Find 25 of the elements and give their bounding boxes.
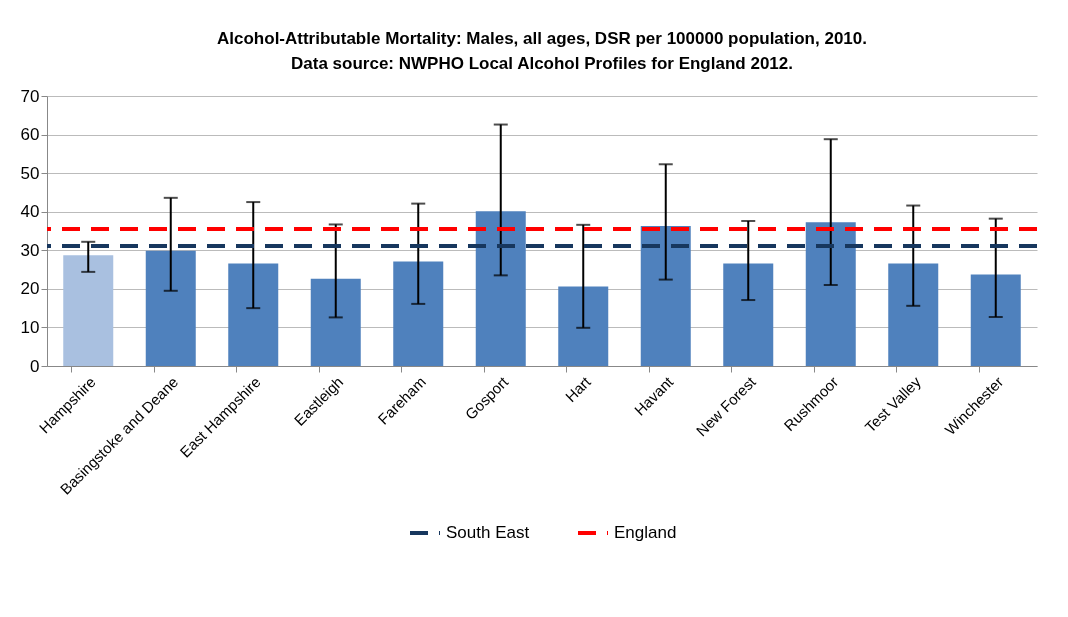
bar (640, 225, 691, 366)
bar (310, 278, 361, 366)
bar (145, 250, 196, 366)
y-tick-label: 30 (20, 240, 40, 260)
legend-label: England (614, 523, 677, 542)
y-tick-label: 50 (20, 163, 40, 183)
bar (63, 255, 114, 366)
y-tick-label: 0 (30, 356, 40, 376)
bar (228, 263, 279, 366)
chart-subtitle: Data source: NWPHO Local Alcohol Profiles for England 2012. (291, 54, 793, 73)
legend-label: South East (446, 523, 530, 542)
chart-title: Alcohol-Attributable Mortality: Males, all ages, DSR per 100000 population, 2010. (217, 29, 867, 48)
bar (888, 263, 939, 366)
bar (558, 286, 609, 366)
bar (475, 211, 526, 366)
y-tick-label: 20 (20, 279, 40, 299)
y-tick-label: 10 (20, 317, 40, 337)
bar (970, 274, 1021, 366)
bar (723, 263, 774, 366)
y-tick-label: 60 (20, 125, 40, 145)
x-tick-label: Hart (561, 372, 595, 406)
bar (393, 261, 444, 366)
y-tick-label: 70 (20, 86, 40, 106)
bar (805, 222, 856, 366)
y-tick-label: 40 (20, 202, 40, 222)
